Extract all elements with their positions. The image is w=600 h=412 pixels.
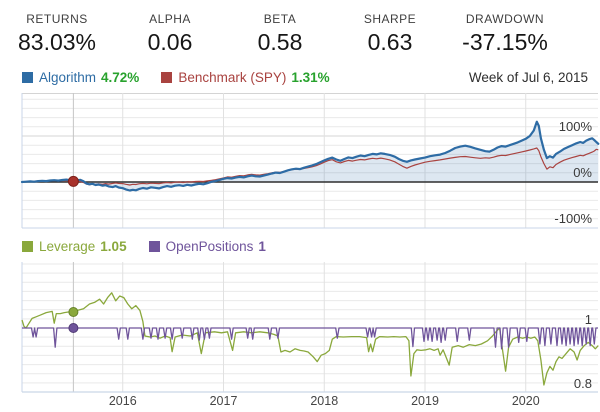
stat-alpha: ALPHA 0.06 [120, 12, 220, 56]
legend-cursor-value: 1 [258, 238, 266, 254]
leverage-chart-legend: Leverage 1.05 OpenPositions 1 [22, 238, 288, 254]
stat-label: ALPHA [149, 12, 191, 26]
stat-value: -37.15% [462, 29, 548, 55]
week-marker-dot[interactable] [67, 175, 79, 187]
returns-chart-legend: Algorithm 4.72% Benchmark (SPY) 1.31% [22, 69, 352, 85]
stat-returns: RETURNS 83.03% [7, 12, 107, 56]
stat-label: SHARPE [363, 12, 417, 26]
legend-label: OpenPositions [165, 238, 254, 254]
x-axis-tick-label: 2020 [512, 394, 540, 408]
stat-drawdown: DRAWDOWN -37.15% [440, 12, 570, 56]
y-axis-tick-label: -100% [554, 211, 592, 226]
leverage-swatch-icon [22, 240, 33, 252]
leverage-line [21, 292, 599, 386]
openpositions-line [22, 327, 598, 350]
legend-label: Algorithm [39, 69, 97, 85]
algorithm-swatch-icon [22, 71, 33, 83]
cursor-date-label: Week of Jul 6, 2015 [468, 70, 588, 85]
x-axis-tick-label: 2016 [109, 394, 137, 408]
stat-value: 0.58 [257, 29, 303, 55]
returns-chart[interactable]: 100% 0% -100% [0, 93, 600, 229]
legend-label: Benchmark (SPY) [178, 69, 287, 85]
legend-item-algorithm[interactable]: Algorithm 4.72% [22, 70, 139, 85]
leverage-marker-dot[interactable] [68, 307, 79, 317]
y-axis-tick-label: 1 [585, 312, 592, 327]
openpositions-marker-dot[interactable] [68, 323, 79, 333]
y-axis-tick-label: 100% [559, 119, 593, 134]
algorithm-area-fill [22, 121, 599, 191]
stat-label: BETA [263, 12, 297, 26]
legend-item-leverage[interactable]: Leverage 1.05 [22, 239, 127, 254]
x-axis-tick-label: 2019 [411, 394, 439, 408]
x-axis-tick-label: 2018 [310, 394, 338, 408]
legend-item-benchmark[interactable]: Benchmark (SPY) 1.31% [161, 69, 330, 85]
leverage-positions-chart[interactable]: 1 0.8 2016 2017 2018 2019 2020 [0, 262, 600, 412]
stat-label: DRAWDOWN [465, 12, 545, 26]
benchmark-swatch-icon [161, 71, 173, 83]
stat-value: 83.03% [17, 29, 96, 55]
legend-item-openpositions[interactable]: OpenPositions 1 [148, 238, 266, 254]
y-axis-tick-label: 0.8 [574, 376, 592, 391]
legend-cursor-value: 4.72% [101, 69, 140, 85]
legend-label: Leverage [39, 238, 96, 254]
y-axis-tick-label: 0% [573, 165, 592, 180]
stat-sharpe: SHARPE 0.63 [340, 12, 440, 56]
stat-value: 0.63 [367, 29, 413, 55]
openpositions-swatch-icon [148, 240, 160, 252]
algorithm-line [20, 120, 600, 192]
stat-beta: BETA 0.58 [230, 12, 330, 56]
stat-value: 0.06 [147, 29, 193, 55]
legend-cursor-value: 1.31% [291, 69, 330, 85]
legend-cursor-value: 1.05 [100, 238, 127, 254]
stat-label: RETURNS [26, 12, 88, 26]
x-axis-tick-label: 2017 [210, 394, 238, 408]
